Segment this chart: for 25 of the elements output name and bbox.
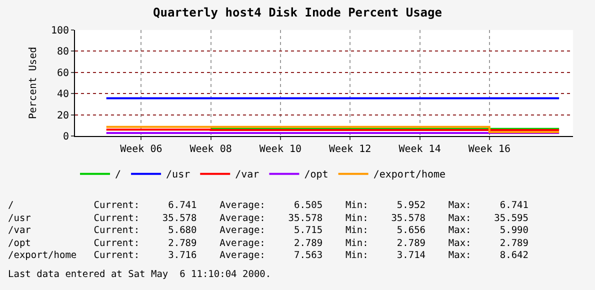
- legend-label: /export/home: [373, 170, 446, 181]
- legend-label: /opt: [304, 170, 328, 181]
- y-tick-label: 60: [56, 68, 69, 79]
- text: /opt Current: 2.789 Average: 2.789 Min: 2.789 Max: 2.789: [8, 238, 530, 250]
- x-tick-label: Week 08: [190, 144, 232, 155]
- text: /var Current: 5.680 Average: 5.715 Min: 5.656 Max: 5.990: [8, 225, 530, 238]
- text: / Current: 6.741 Average: 6.505 Min: 5.952 Max: 6.741: [8, 200, 530, 212]
- legend-label: /var: [235, 170, 260, 181]
- y-tick-label: 80: [56, 46, 69, 58]
- y-axis-title: Percent Used: [28, 46, 39, 120]
- x-tick-label: Week 16: [468, 144, 510, 155]
- legend-label: /: [115, 170, 122, 181]
- chart-title: Quarterly host4 Disk Inode Percent Usage: [153, 5, 442, 20]
- x-tick-label: Week 14: [398, 144, 441, 155]
- x-tick-label: Week 06: [120, 144, 162, 155]
- text: /export/home Current: 3.716 Average: 7.563 Min: 3.714 Max: 8.642: [8, 250, 530, 262]
- y-tick-label: 0: [62, 132, 69, 142]
- y-tick-label: 20: [56, 110, 69, 122]
- y-tick-label: 100: [50, 26, 69, 36]
- legend-label: /usr: [166, 170, 190, 181]
- x-tick-label: Week 12: [329, 144, 372, 155]
- text: Last data entered at Sat May 6 11:10:04 2000.: [8, 268, 272, 281]
- y-tick-label: 40: [56, 89, 69, 100]
- x-tick-label: Week 10: [259, 144, 302, 155]
- text: /usr Current: 35.578 Average: 35.578 Min: 35.578 Max: 35.595: [8, 212, 530, 225]
